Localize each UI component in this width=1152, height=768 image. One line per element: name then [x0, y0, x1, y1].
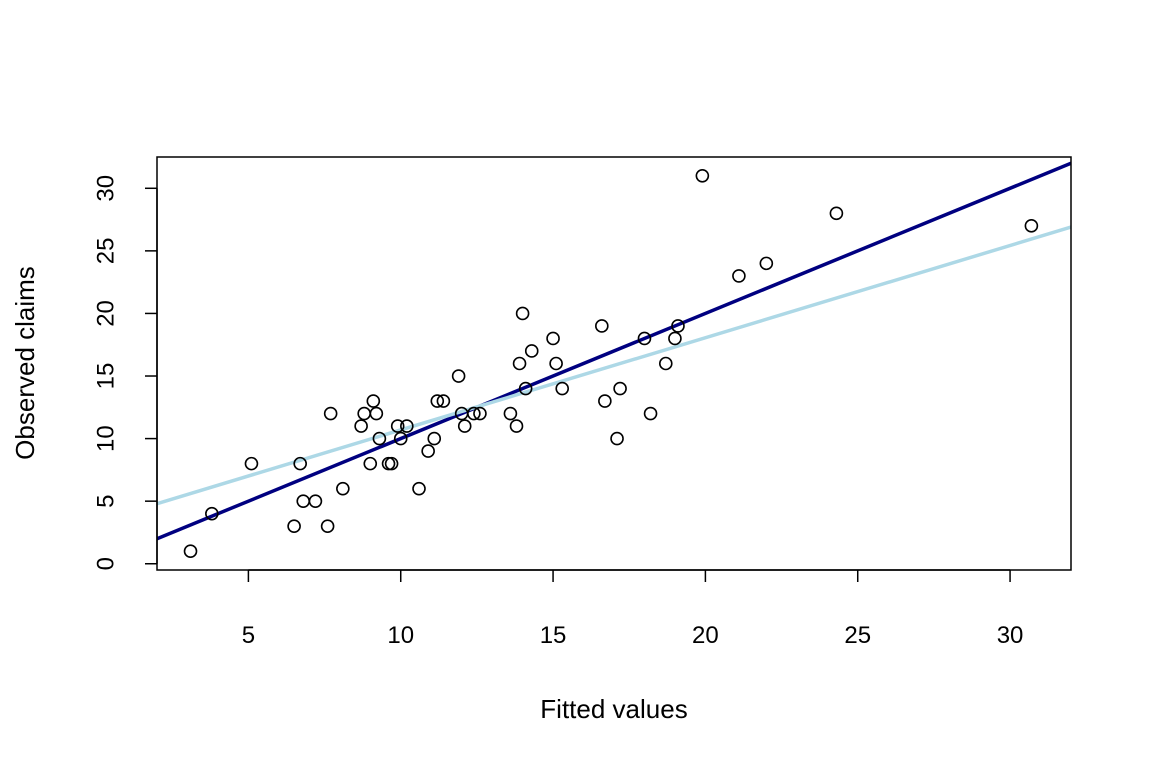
x-tick-label: 25 [844, 622, 871, 649]
data-point [390, 419, 405, 433]
data-point [293, 456, 307, 471]
data-point [732, 269, 746, 283]
data-points [183, 168, 1039, 559]
y-tick-label: 15 [92, 363, 119, 390]
data-point [671, 319, 685, 333]
data-point [613, 381, 627, 396]
data-point [393, 431, 408, 446]
data-point [759, 256, 774, 271]
data-point [369, 406, 384, 421]
data-point [524, 344, 539, 358]
fit-lines [157, 161, 1071, 541]
data-point [512, 356, 527, 371]
data-point [457, 419, 472, 433]
data-point [503, 406, 518, 421]
data-point [546, 331, 560, 346]
data-point [430, 394, 445, 408]
x-tick-label: 20 [692, 622, 719, 649]
data-point [658, 356, 673, 371]
x-tick-label: 15 [540, 622, 567, 649]
data-point [610, 431, 624, 446]
data-point [372, 431, 387, 446]
y-tick-label: 30 [92, 175, 119, 202]
y-tick-label: 20 [92, 300, 119, 327]
y-tick-label: 5 [92, 494, 119, 507]
y-tick-label: 10 [92, 425, 119, 452]
data-point [598, 394, 612, 408]
data-point [323, 406, 338, 421]
data-point [183, 544, 198, 559]
data-point [336, 481, 350, 496]
x-tick-label: 5 [242, 622, 255, 649]
data-point [515, 306, 530, 321]
data-point [287, 519, 301, 533]
data-point [549, 356, 563, 371]
data-point [436, 394, 451, 408]
data-point [384, 456, 399, 471]
x-tick-label: 10 [387, 622, 414, 649]
data-point [555, 381, 570, 396]
data-point [695, 168, 710, 183]
x-axis: 5 10 15 20 25 30 [242, 569, 1024, 649]
y-tick-label: 25 [92, 238, 119, 265]
y-axis: 0 5 10 15 20 25 30 [92, 175, 158, 570]
data-point [363, 456, 378, 471]
data-point [637, 331, 652, 346]
data-point [668, 331, 682, 346]
fit-line-1 [157, 161, 1071, 541]
data-point [473, 406, 487, 421]
data-point [366, 394, 381, 408]
data-point [1024, 219, 1039, 233]
data-point [595, 319, 609, 333]
data-point [427, 431, 442, 446]
data-point [205, 506, 219, 521]
data-point [354, 419, 368, 433]
data-point [643, 406, 658, 421]
x-tick-label: 30 [997, 622, 1024, 649]
data-point [509, 419, 524, 433]
fit-line-2 [157, 225, 1071, 506]
data-point [518, 381, 533, 396]
y-tick-label: 0 [92, 557, 119, 570]
data-point [467, 406, 481, 421]
data-point [308, 494, 323, 508]
data-point [421, 444, 435, 458]
data-point [829, 206, 844, 221]
data-point [244, 456, 259, 471]
data-point [412, 481, 426, 496]
data-point [451, 369, 466, 383]
data-point [400, 419, 414, 433]
y-axis-title: Observed claims [10, 266, 40, 460]
data-point [320, 519, 335, 533]
x-axis-title: Fitted values [540, 694, 687, 724]
